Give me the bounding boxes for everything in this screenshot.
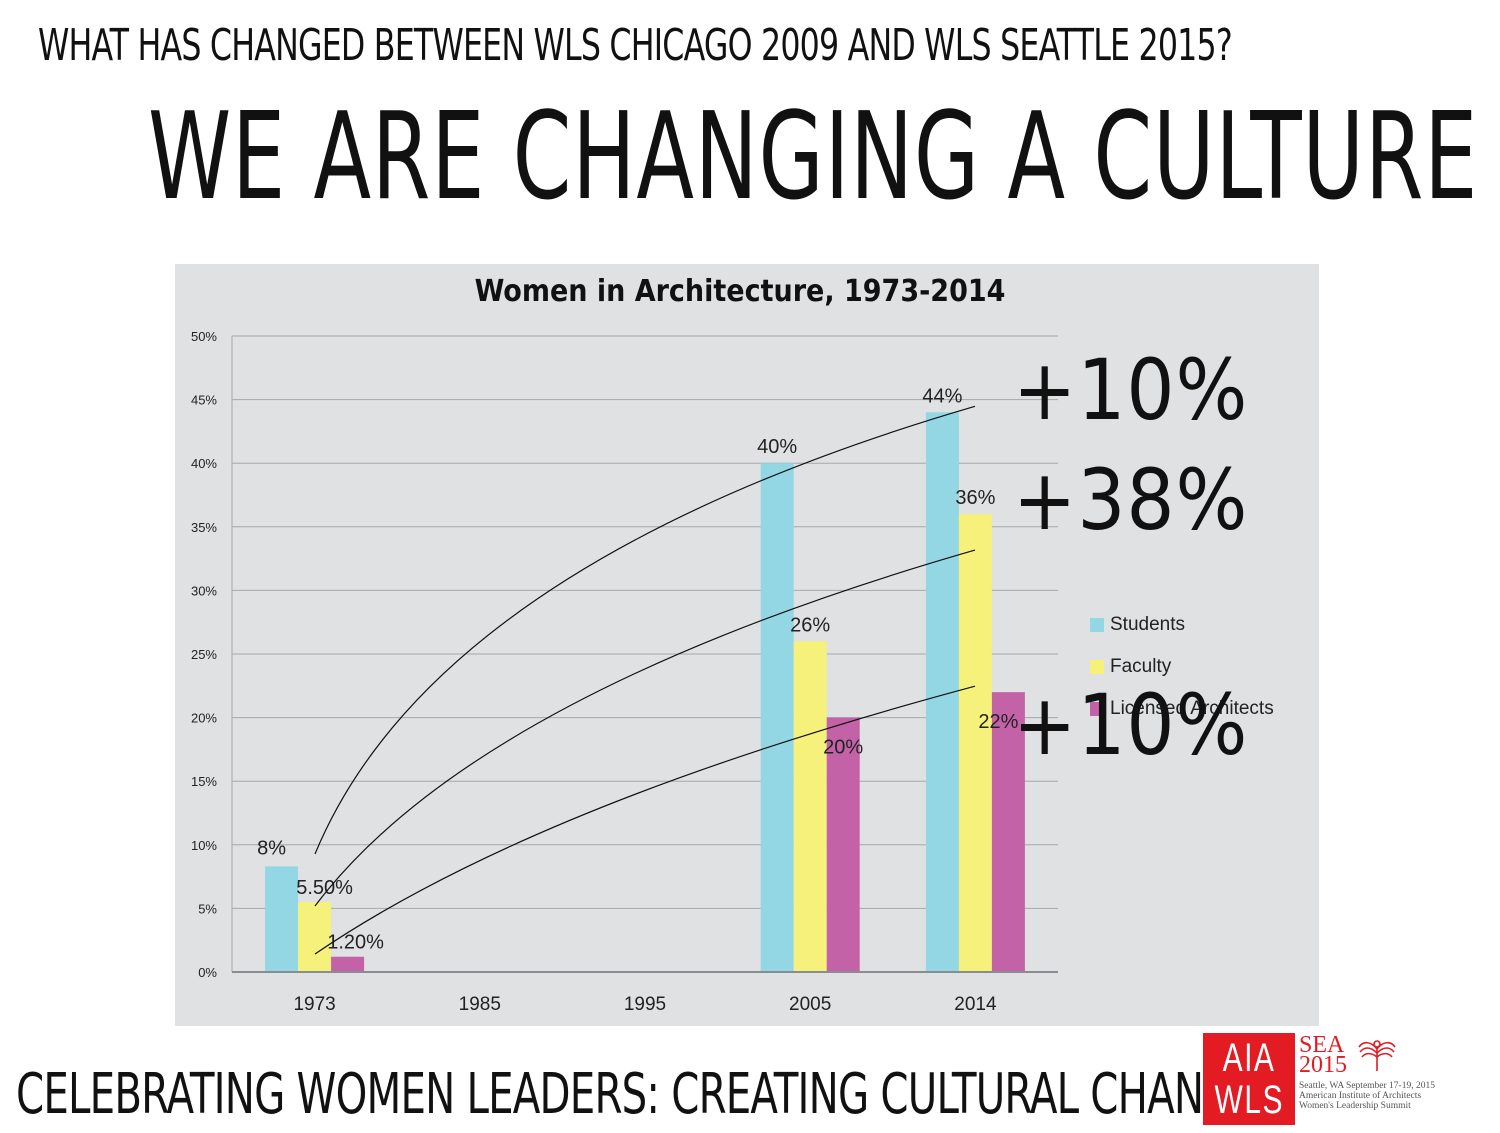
trend-curve-licensed-architects xyxy=(314,685,976,955)
bar-faculty-2005 xyxy=(793,641,827,972)
data-label: 20% xyxy=(823,737,863,759)
y-tick-label: 25% xyxy=(191,647,217,662)
y-tick-label: 5% xyxy=(198,901,217,916)
logo-wls-text: WLS xyxy=(1214,1078,1285,1122)
bar-students-2005 xyxy=(760,463,794,972)
bar-licensed-architects-2005 xyxy=(826,717,860,972)
y-tick-label: 50% xyxy=(191,329,217,344)
data-label: 26% xyxy=(790,614,830,636)
slide-title: WE ARE CHANGING A CULTURE xyxy=(148,88,1479,227)
bar-licensed-architects-2014 xyxy=(991,692,1025,972)
logo-event-year: 2015 xyxy=(1299,1052,1347,1078)
bar-faculty-1973 xyxy=(298,902,332,972)
x-category-label: 1985 xyxy=(459,994,501,1015)
eagle-emblem-icon xyxy=(1358,1040,1396,1071)
trend-curve-faculty xyxy=(314,549,976,907)
logo-event-code: SEA xyxy=(1299,1032,1345,1058)
logo-mark: AIA WLS xyxy=(1203,1033,1295,1125)
data-label: 40% xyxy=(757,436,797,458)
data-label: 22% xyxy=(978,711,1018,733)
legend-swatch xyxy=(1090,660,1104,674)
chart-title: Women in Architecture, 1973-2014 xyxy=(475,274,1006,309)
legend-swatch xyxy=(1090,618,1104,632)
bar-students-1973 xyxy=(265,866,299,972)
y-tick-label: 0% xyxy=(198,965,217,980)
logo-org-name: American Institute of Architects xyxy=(1299,1091,1422,1101)
logo-aia-text: AIA xyxy=(1222,1036,1276,1080)
data-label: 36% xyxy=(955,487,995,509)
y-tick-label: 10% xyxy=(191,838,217,853)
logo-summit-name: Women's Leadership Summit xyxy=(1299,1101,1411,1111)
data-label: 8% xyxy=(257,837,286,859)
bar-chart: Women in Architecture, 1973-2014 0% 5% 10% 1… xyxy=(191,274,1274,1015)
logo-event-dates: Seattle, WA September 17-19, 2015 xyxy=(1299,1081,1435,1091)
data-label: 1.20% xyxy=(327,932,384,954)
legend-label: Licensed Architects xyxy=(1110,698,1274,719)
footer-tagline: CELEBRATING WOMEN LEADERS: CREATING CULT… xyxy=(16,1062,1259,1127)
y-tick-label: 35% xyxy=(191,520,217,535)
legend-swatch xyxy=(1090,702,1104,716)
bar-faculty-2014 xyxy=(958,514,992,972)
legend-label: Faculty xyxy=(1110,656,1172,677)
x-category-label: 2014 xyxy=(954,994,997,1015)
data-label: 44% xyxy=(922,385,962,407)
y-tick-label: 20% xyxy=(191,711,217,726)
bar-licensed-architects-1973 xyxy=(331,956,365,972)
y-tick-label: 15% xyxy=(191,774,217,789)
x-category-label: 2005 xyxy=(789,994,831,1015)
growth-annotation: +10% xyxy=(1013,341,1248,439)
growth-annotation: +38% xyxy=(1013,451,1248,549)
aia-wls-logo: AIA WLS SEA 2015 Seattle, WA September 1… xyxy=(1203,1033,1493,1125)
trend-curve-students xyxy=(314,405,976,855)
x-category-label: 1973 xyxy=(293,994,335,1015)
x-category-label: 1995 xyxy=(624,994,666,1015)
slide-question: WHAT HAS CHANGED BETWEEN WLS CHICAGO 200… xyxy=(38,20,1233,71)
growth-annotation: +10% xyxy=(1013,676,1248,774)
y-tick-label: 30% xyxy=(191,583,217,598)
chart-panel: Women in Architecture, 1973-2014 0% 5% 10% 1… xyxy=(175,264,1319,1026)
y-tick-label: 45% xyxy=(191,393,217,408)
logo-event-block: SEA 2015 Seattle, WA September 17-19, 20… xyxy=(1299,1032,1493,1125)
y-tick-label: 40% xyxy=(191,456,217,471)
legend-label: Students xyxy=(1110,614,1185,635)
data-label: 5.50% xyxy=(296,877,353,899)
